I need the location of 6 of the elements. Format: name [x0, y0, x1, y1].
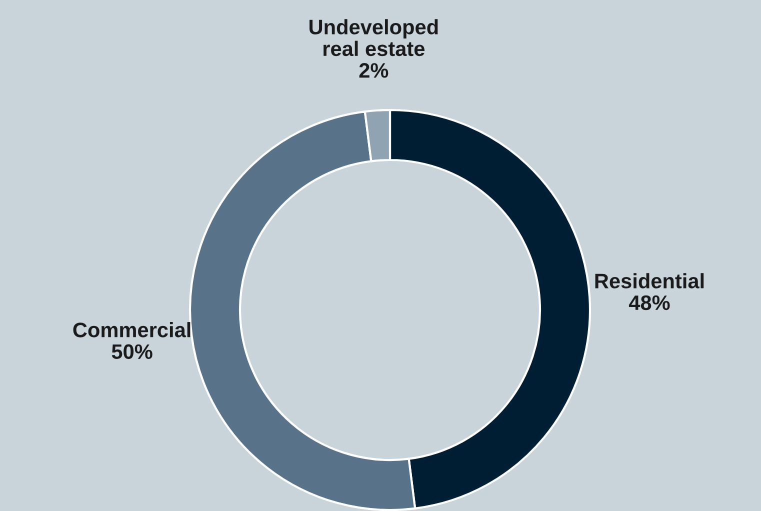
slice-label: Commercial: [73, 322, 190, 338]
data-label: 48%: [628, 295, 670, 310]
slice-label: Undeveloped real estate: [310, 19, 438, 56]
slice-label: Residential: [595, 273, 704, 288]
data-label: 2%: [359, 63, 388, 78]
data-label: 50%: [112, 344, 152, 360]
